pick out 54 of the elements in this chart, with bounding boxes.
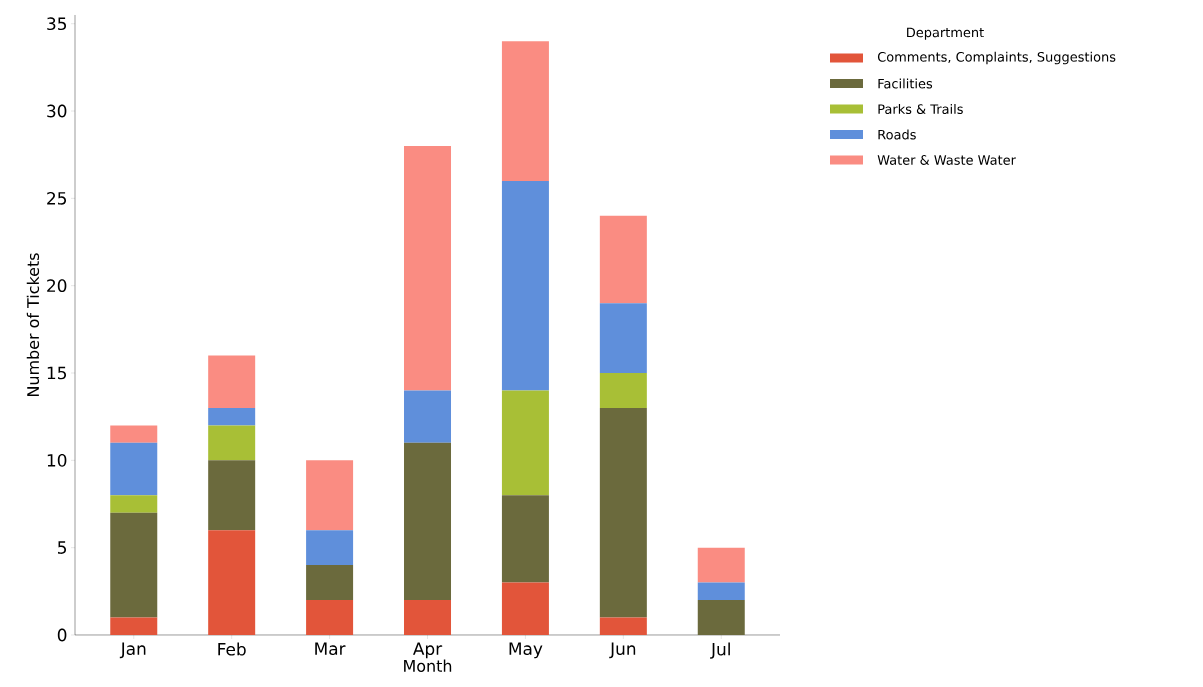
- bar: [306, 530, 354, 566]
- bar: [501, 582, 549, 635]
- bar: [110, 512, 158, 618]
- legend-label: Roads: [878, 129, 916, 140]
- y-tick-label: 25: [47, 191, 67, 205]
- legend-title: Department: [907, 27, 984, 40]
- bar: [208, 355, 256, 408]
- bar: [599, 407, 647, 618]
- y-tick-label: 0: [57, 628, 67, 642]
- bar: [697, 600, 745, 635]
- y-tick-label: 10: [47, 453, 67, 467]
- bar: [404, 390, 452, 443]
- bar: [697, 582, 745, 601]
- x-tick-label: Jan: [119, 642, 146, 659]
- x-tick-label: Jul: [710, 642, 730, 659]
- bar: [306, 600, 354, 635]
- bar: [501, 495, 549, 583]
- bar: [208, 530, 256, 635]
- legend-label: Water & Waste Water: [877, 155, 1016, 165]
- legend-label: Facilities: [878, 78, 933, 89]
- x-tick-label: Feb: [218, 642, 246, 656]
- bar: [110, 495, 158, 513]
- x-tick-label: Apr: [412, 642, 443, 659]
- legend-label: Comments, Complaints, Suggestions: [877, 51, 1116, 65]
- bar: [208, 460, 256, 531]
- y-axis-title: Number of Tickets: [26, 253, 40, 396]
- bar: [208, 425, 256, 461]
- y-tick-label: 20: [47, 279, 67, 293]
- x-axis-title: Month: [404, 659, 452, 672]
- bar: [110, 425, 158, 443]
- y-tick-label: 35: [47, 17, 67, 31]
- bar: [501, 180, 549, 391]
- bar: [306, 565, 354, 601]
- bar: [697, 547, 745, 583]
- bar: [599, 215, 647, 304]
- y-tick-label: 5: [58, 541, 67, 554]
- bar: [110, 617, 158, 635]
- bar: [404, 442, 452, 601]
- x-tick-label: Mar: [315, 642, 346, 656]
- bar: [599, 303, 647, 374]
- bar: [501, 390, 549, 496]
- x-tick-label: Jun: [609, 642, 636, 659]
- bar: [501, 41, 549, 181]
- bar: [110, 442, 158, 496]
- bar: [404, 145, 452, 391]
- bar: [404, 600, 452, 635]
- x-tick-label: May: [509, 642, 543, 659]
- bar: [208, 407, 256, 426]
- bar: [599, 617, 647, 635]
- y-tick-label: 30: [47, 104, 67, 118]
- bar: [599, 373, 647, 408]
- y-tick-label: 15: [47, 366, 67, 380]
- legend-label: Parks & Trails: [878, 103, 963, 114]
- bar: [306, 460, 354, 531]
